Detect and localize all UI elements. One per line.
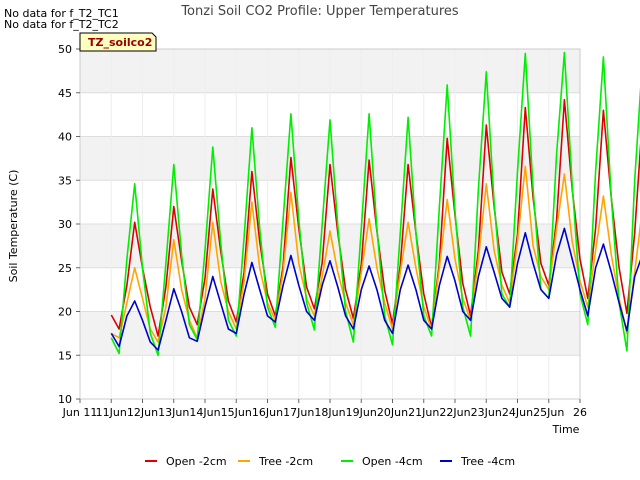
x-tick-label: 17Jun	[283, 406, 314, 419]
x-tick-label: 12Jun	[127, 406, 158, 419]
y-tick-label: 25	[58, 262, 72, 275]
legend-label: Open -2cm	[166, 455, 227, 468]
site-label: TZ_soilco2	[88, 36, 152, 49]
y-tick-label: 20	[58, 306, 72, 319]
x-tick-label: 20Jun	[377, 406, 408, 419]
legend: Open -2cm Tree -2cm Open -4cm Tree -4cm	[145, 455, 515, 468]
legend-label: Open -4cm	[362, 455, 423, 468]
x-tick-label: Jun 11	[62, 406, 98, 419]
y-axis-ticks: 10 15 20 25 30 35 40 45 50	[58, 43, 80, 406]
y-axis-label: Soil Temperature (C)	[7, 170, 20, 283]
x-tick-label: 14Jun	[189, 406, 220, 419]
y-tick-label: 40	[58, 131, 72, 144]
y-tick-label: 50	[58, 43, 72, 56]
series-line-3	[110, 227, 640, 351]
x-tick-label: 24Jun	[502, 406, 533, 419]
site-label-box: TZ_soilco2	[79, 32, 157, 52]
x-tick-label: 22Jun	[439, 406, 470, 419]
legend-label: Tree -2cm	[258, 455, 313, 468]
x-tick-label: 16Jun	[252, 406, 283, 419]
series-line-2	[110, 51, 640, 357]
legend-label: Tree -4cm	[460, 455, 515, 468]
chart-title: Tonzi Soil CO2 Profile: Upper Temperatur…	[180, 4, 459, 19]
y-tick-label: 15	[58, 349, 72, 362]
x-tick-label: 26	[573, 406, 587, 419]
no-data-note-2: No data for f_T2_TC2	[4, 18, 119, 31]
series-lines	[110, 51, 640, 357]
x-tick-label: 13Jun	[158, 406, 189, 419]
x-tick-label: 15Jun	[221, 406, 252, 419]
x-tick-label: 18Jun	[314, 406, 345, 419]
y-tick-label: 45	[58, 87, 72, 100]
series-line-1	[110, 165, 640, 343]
x-axis-label: Time	[552, 423, 580, 436]
x-tick-label: 19Jun	[346, 406, 377, 419]
y-tick-label: 10	[58, 393, 72, 406]
no-data-note-1: No data for f_T2_TC1	[4, 7, 119, 20]
x-tick-label: 11Jun	[96, 406, 127, 419]
x-tick-label: 23Jun	[471, 406, 502, 419]
y-tick-label: 30	[58, 218, 72, 231]
y-tick-label: 35	[58, 174, 72, 187]
x-tick-label: 25Jun	[533, 406, 564, 419]
x-tick-label: 21Jun	[408, 406, 439, 419]
